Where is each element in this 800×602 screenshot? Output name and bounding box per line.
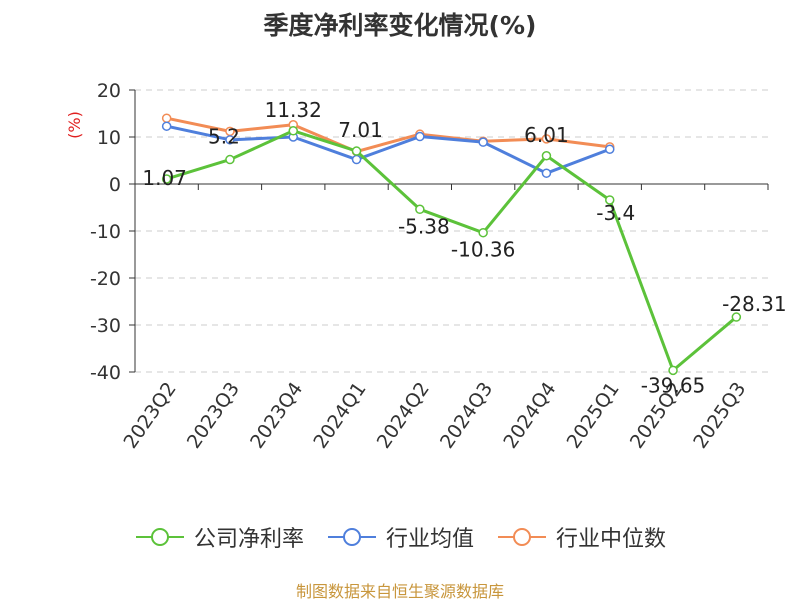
source-note: 制图数据来自恒生聚源数据库 [295,582,504,601]
data-point [541,168,552,178]
legend-item-company[interactable]: 公司净利率 [134,521,304,553]
legend-label-industry-mean: 行业均值 [385,527,474,552]
legend-swatch-company [135,528,184,546]
data-label: -10.36 [451,238,515,262]
y-tick-label: -20 [90,268,121,290]
x-tick-label: 2024Q2 [373,378,434,452]
data-label: -39.65 [641,373,705,397]
legend-swatch-industry-median [498,528,546,546]
legend-swatch-industry-mean [327,528,376,546]
y-axis-label: (%) [65,111,84,139]
data-point [161,113,172,123]
x-tick-label: 2024Q1 [309,378,370,452]
data-point [351,154,362,165]
legend-label-company: 公司净利率 [193,527,304,552]
data-point [478,137,488,147]
data-label: 1.07 [142,166,187,190]
chart-title: 季度净利率变化情况(%) [263,11,537,40]
y-tick-label: 0 [109,174,121,196]
data-point [415,131,425,142]
data-label: 6.01 [524,123,569,147]
data-point [161,121,172,131]
series-line [166,129,738,372]
legend-item-industry-median[interactable]: 行业中位数 [496,521,666,553]
data-point [478,227,488,238]
y-tick-label: -10 [90,221,121,243]
x-tick-label: 2024Q3 [436,378,497,452]
legend-label-industry-median: 行业中位数 [556,527,667,552]
x-tick-label: 2023Q4 [246,378,307,452]
data-point [731,312,742,322]
legend-item-industry-mean[interactable]: 行业均值 [326,521,474,553]
legend: 公司净利率 行业均值 行业中位数 [0,520,800,554]
data-point [351,146,362,156]
data-label: 7.01 [338,118,383,142]
data-point [415,204,425,215]
x-tick-label: 2023Q2 [119,378,180,452]
data-point [668,365,678,376]
x-tick-label: 2025Q1 [563,378,624,452]
data-point [225,135,235,145]
data-point [605,195,615,205]
data-point [605,144,615,154]
y-tick-label: 10 [97,127,121,149]
y-tick-label: -30 [90,315,121,337]
data-label: -5.38 [398,214,450,238]
data-point [161,174,172,184]
data-label: 5.2 [208,125,240,149]
y-tick-label: 20 [97,80,121,102]
data-point [541,151,552,161]
data-point [288,126,298,136]
data-label: 11.32 [265,98,322,122]
y-tick-label: -40 [90,362,121,384]
series-line [166,116,610,154]
x-tick-label: 2023Q3 [183,378,244,452]
data-label: -3.4 [596,201,635,225]
data-point [225,154,235,165]
data-label: -28.31 [722,292,786,316]
data-point [541,134,552,144]
x-tick-label: 2024Q4 [499,378,560,452]
